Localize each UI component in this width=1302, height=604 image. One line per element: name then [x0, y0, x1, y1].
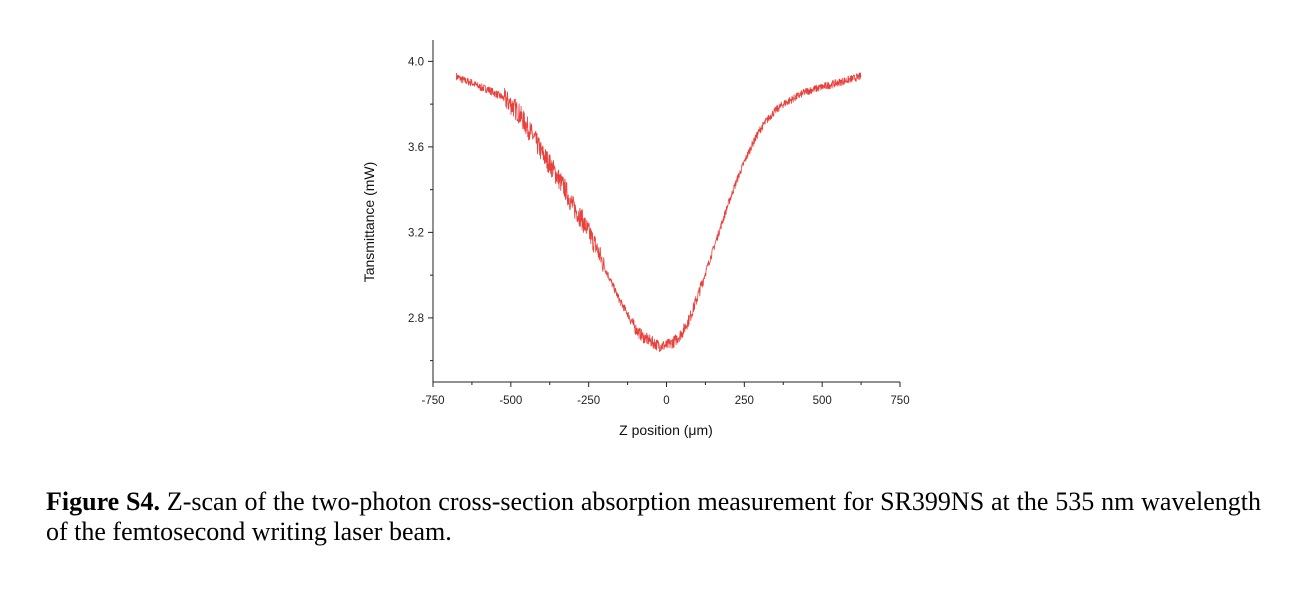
figure-caption: Figure S4. Z-scan of the two-photon cros… [46, 487, 1261, 547]
x-ticks: -750 -500 -250 0 250 500 750 [421, 382, 910, 407]
x-tick-label: -250 [577, 395, 600, 407]
x-tick-label: 250 [735, 395, 754, 407]
series-layer [455, 72, 862, 353]
y-tick-label: 3.6 [408, 142, 424, 154]
y-tick-label: 3.2 [408, 227, 424, 239]
z-scan-chart: -750 -500 -250 0 250 500 750 2.8 3.2 3.6 4.0 Z po… [361, 40, 910, 438]
x-tick-label: 0 [663, 395, 669, 407]
x-tick-label: -500 [499, 395, 522, 407]
y-tick-label: 2.8 [408, 313, 424, 325]
x-tick-label: 750 [890, 395, 909, 407]
y-tick-label: 4.0 [408, 56, 424, 68]
y-ticks: 2.8 3.2 3.6 4.0 [408, 56, 433, 362]
x-tick-label: 500 [813, 395, 832, 407]
axes [432, 40, 900, 383]
caption-label: Figure S4. [46, 487, 160, 516]
series-line [455, 72, 862, 353]
y-axis-title: Tansmittance (mW) [361, 162, 377, 283]
caption-text: Z-scan of the two-photon cross-section a… [46, 487, 1262, 546]
x-axis-title: Z position (μm) [619, 422, 713, 438]
x-tick-label: -750 [421, 395, 444, 407]
